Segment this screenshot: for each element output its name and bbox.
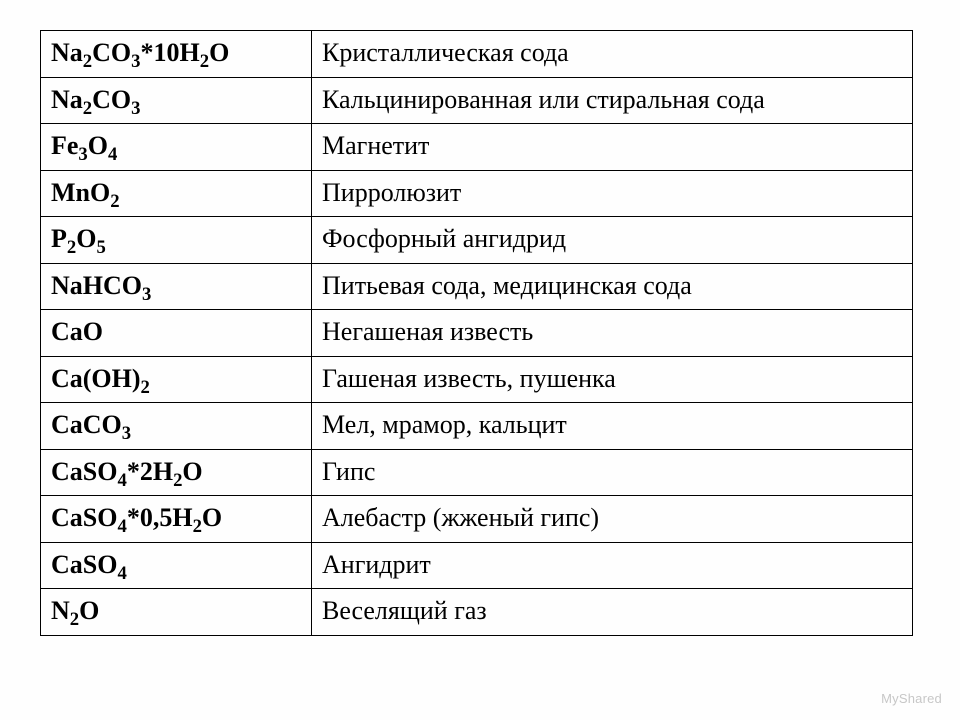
name-cell: Гипс — [312, 449, 913, 496]
table-row: CaOНегашеная известь — [41, 310, 913, 357]
name-cell: Ангидрит — [312, 542, 913, 589]
formula-cell: Na2CO3 — [41, 77, 312, 124]
name-cell: Мел, мрамор, кальцит — [312, 403, 913, 450]
formula-cell: P2O5 — [41, 217, 312, 264]
formula-cell: N2O — [41, 589, 312, 636]
page: Na2CO3*10H2OКристаллическая содаNa2CO3Ка… — [0, 0, 960, 666]
formula-cell: CaSO4*2H2O — [41, 449, 312, 496]
compounds-table: Na2CO3*10H2OКристаллическая содаNa2CO3Ка… — [40, 30, 913, 636]
table-row: Na2CO3*10H2OКристаллическая сода — [41, 31, 913, 78]
name-cell: Негашеная известь — [312, 310, 913, 357]
table-row: P2O5Фосфорный ангидрид — [41, 217, 913, 264]
formula-cell: Ca(OH)2 — [41, 356, 312, 403]
name-cell: Кальцинированная или стиральная сода — [312, 77, 913, 124]
table-row: CaSO4*0,5H2OАлебастр (жженый гипс) — [41, 496, 913, 543]
name-cell: Кристаллическая сода — [312, 31, 913, 78]
table-row: MnO2Пирролюзит — [41, 170, 913, 217]
formula-cell: Fe3O4 — [41, 124, 312, 171]
name-cell: Веселящий газ — [312, 589, 913, 636]
name-cell: Алебастр (жженый гипс) — [312, 496, 913, 543]
formula-cell: CaO — [41, 310, 312, 357]
formula-cell: CaSO4*0,5H2O — [41, 496, 312, 543]
table-row: CaSO4*2H2OГипс — [41, 449, 913, 496]
table-row: CaCO3Мел, мрамор, кальцит — [41, 403, 913, 450]
table-row: Na2CO3Кальцинированная или стиральная со… — [41, 77, 913, 124]
name-cell: Магнетит — [312, 124, 913, 171]
table-row: NaHCO3Питьевая сода, медицинская сода — [41, 263, 913, 310]
table-row: Fe3O4Магнетит — [41, 124, 913, 171]
formula-cell: CaSO4 — [41, 542, 312, 589]
formula-cell: CaCO3 — [41, 403, 312, 450]
name-cell: Фосфорный ангидрид — [312, 217, 913, 264]
formula-cell: NaHCO3 — [41, 263, 312, 310]
formula-cell: MnO2 — [41, 170, 312, 217]
name-cell: Гашеная известь, пушенка — [312, 356, 913, 403]
formula-cell: Na2CO3*10H2O — [41, 31, 312, 78]
table-row: N2OВеселящий газ — [41, 589, 913, 636]
name-cell: Пирролюзит — [312, 170, 913, 217]
name-cell: Питьевая сода, медицинская сода — [312, 263, 913, 310]
table-row: CaSO4Ангидрит — [41, 542, 913, 589]
table-row: Ca(OH)2Гашеная известь, пушенка — [41, 356, 913, 403]
compounds-tbody: Na2CO3*10H2OКристаллическая содаNa2CO3Ка… — [41, 31, 913, 636]
watermark: MyShared — [881, 691, 942, 706]
